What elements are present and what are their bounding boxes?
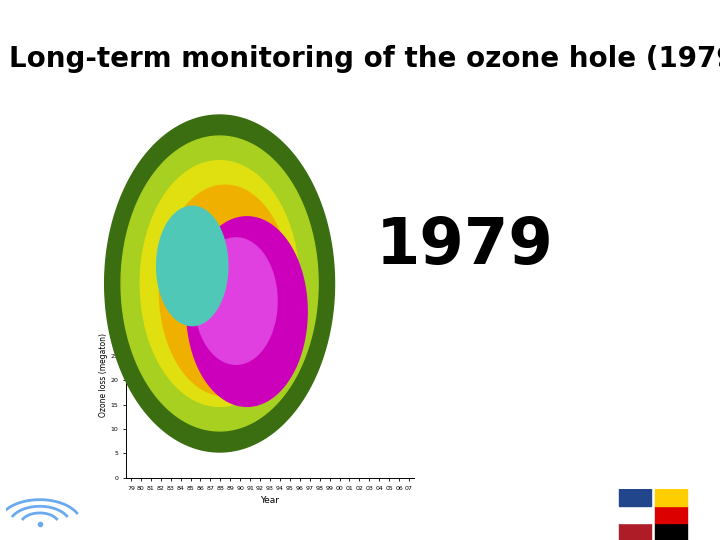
Polygon shape [104, 115, 335, 452]
Text: SCIAMACHY -: SCIAMACHY - [94, 501, 181, 514]
Text: SCIAMACHY Measures Ozone: SCIAMACHY Measures Ozone [9, 12, 178, 23]
Polygon shape [157, 206, 228, 326]
Bar [655, 489, 687, 506]
Bar [619, 506, 651, 523]
Text: 1979: 1979 [376, 215, 554, 276]
Text: Long-term monitoring of the ozone hole (1979-2007): Long-term monitoring of the ozone hole (… [9, 45, 720, 73]
Y-axis label: Ozone loss (megaton): Ozone loss (megaton) [99, 333, 108, 417]
Text: SCIAMACHY: SCIAMACHY [27, 530, 60, 535]
Bar [655, 523, 687, 540]
Polygon shape [195, 238, 277, 364]
Polygon shape [159, 185, 291, 396]
Bar [619, 489, 651, 506]
Polygon shape [140, 161, 299, 406]
Text: L2: L2 [696, 12, 709, 23]
Polygon shape [186, 217, 307, 406]
Polygon shape [121, 136, 318, 431]
Text: 2008: 2008 [706, 493, 720, 536]
Text: EXPLORING ENVIRONMENTAL CHANGE: EXPLORING ENVIRONMENTAL CHANGE [94, 518, 348, 531]
X-axis label: Year: Year [261, 496, 279, 505]
Bar [655, 506, 687, 523]
Bar [619, 523, 651, 540]
Text: 19 May: 19 May [696, 504, 701, 524]
